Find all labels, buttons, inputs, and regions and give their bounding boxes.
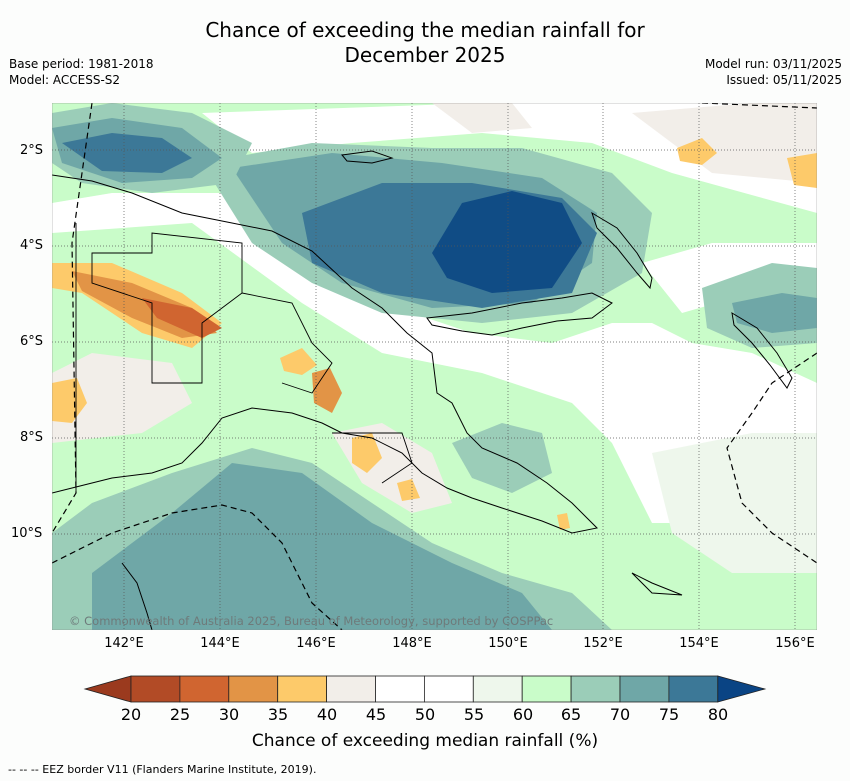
eez-legend: -- -- -- EEZ border V11 (Flanders Marine… — [8, 763, 317, 776]
cbar-cell-10 — [619, 675, 670, 703]
cbar-cell-7 — [472, 675, 523, 703]
lon-label-154e: 154°E — [679, 636, 719, 651]
provinces — [91, 232, 243, 384]
coast-new-britain — [426, 292, 613, 336]
zone-35-central — [280, 348, 317, 375]
cbar-tick-35: 35 — [267, 705, 289, 724]
eez-borders — [52, 103, 817, 630]
lon-label-156e: 156°E — [775, 636, 815, 651]
model-name: Model: ACCESS-S2 — [9, 73, 121, 87]
coast-new-guinea — [52, 174, 599, 534]
zone-white-central — [52, 193, 817, 523]
coast-islands-south — [631, 572, 683, 596]
lon-label-148e: 148°E — [392, 636, 432, 651]
coast-new-ireland — [591, 211, 653, 290]
coast-bougainville — [731, 312, 793, 389]
cbar-cell-9 — [570, 675, 621, 703]
rainfall-map — [52, 103, 817, 630]
cbar-cell-6 — [423, 675, 474, 703]
lon-label-150e: 150°E — [488, 636, 528, 651]
meta-right: Model run: 03/11/2025 Issued: 05/11/2025 — [705, 56, 842, 88]
coast-australia-north — [121, 562, 153, 630]
cbar-cell-0 — [130, 675, 181, 703]
lat-label-8s: 8°S — [20, 430, 44, 445]
borders — [75, 223, 413, 493]
cbar-cell-11 — [668, 675, 719, 703]
cbar-cell-1 — [179, 675, 230, 703]
cbar-tick-60: 60 — [512, 705, 534, 724]
cbar-tick-55: 55 — [463, 705, 485, 724]
lat-label-6s: 6°S — [20, 334, 44, 349]
issued-date: Issued: 05/11/2025 — [726, 73, 842, 87]
zone-35-far-west — [52, 378, 87, 423]
title-line-2: December 2025 — [344, 43, 506, 67]
zone-35-ne2 — [787, 153, 817, 188]
meta-left: Base period: 1981-2018 Model: ACCESS-S2 — [9, 56, 154, 88]
lat-label-4s: 4°S — [20, 238, 44, 253]
cbar-cell-3 — [277, 675, 327, 703]
zone-30-central — [312, 368, 342, 413]
cbar-cell-2 — [228, 675, 279, 703]
cbar-tick-20: 20 — [120, 705, 142, 724]
zone-35-south1 — [352, 433, 382, 473]
cbar-cell-5 — [375, 675, 425, 703]
zone-35-east-spot — [557, 513, 570, 530]
coast-manus — [341, 150, 394, 164]
cbar-tick-75: 75 — [658, 705, 680, 724]
lon-label-142e: 142°E — [104, 636, 144, 651]
zone-70-south — [92, 463, 552, 630]
cbar-tick-80: 80 — [707, 705, 729, 724]
zone-beige-north — [432, 103, 532, 133]
cbar-tick-40: 40 — [316, 705, 338, 724]
provinces-3 — [332, 432, 413, 484]
cbar-tick-30: 30 — [218, 705, 240, 724]
lon-label-144e: 144°E — [200, 636, 240, 651]
zone-80-north — [432, 191, 582, 293]
base-period: Base period: 1981-2018 — [9, 57, 154, 71]
cbar-under-arrow — [83, 675, 132, 703]
copyright-note: © Commonwealth of Australia 2025, Bureau… — [69, 614, 554, 628]
cbar-over-arrow — [717, 675, 767, 703]
cbar-tick-45: 45 — [365, 705, 387, 724]
cbar-cell-4 — [326, 675, 376, 703]
zone-65-central-south — [452, 423, 552, 493]
provinces-2 — [241, 292, 333, 394]
model-run: Model run: 03/11/2025 — [704, 57, 842, 71]
coastlines — [52, 150, 793, 630]
lon-label-152e: 152°E — [583, 636, 623, 651]
colorbar-label: Chance of exceeding median rainfall (%) — [251, 731, 599, 751]
zone-35-south2 — [397, 479, 420, 501]
zone-pale-green-east — [652, 433, 817, 573]
cbar-tick-65: 65 — [560, 705, 582, 724]
zone-75-nw — [62, 133, 192, 173]
lat-label-10s: 10°S — [11, 526, 43, 541]
cbar-tick-25: 25 — [169, 705, 191, 724]
cbar-tick-50: 50 — [414, 705, 436, 724]
zone-beige-west — [52, 353, 192, 443]
title-line-1: Chance of exceeding the median rainfall … — [205, 18, 645, 42]
colorbar — [83, 675, 767, 703]
page-title: Chance of exceeding the median rainfall … — [0, 18, 850, 68]
cbar-tick-70: 70 — [609, 705, 631, 724]
zone-35-ne1 — [677, 138, 717, 165]
zone-beige-ne — [632, 103, 817, 183]
lon-label-146e: 146°E — [296, 636, 336, 651]
lat-label-2s: 2°S — [20, 143, 44, 158]
zone-70-east — [732, 293, 817, 333]
cbar-cell-8 — [521, 675, 572, 703]
